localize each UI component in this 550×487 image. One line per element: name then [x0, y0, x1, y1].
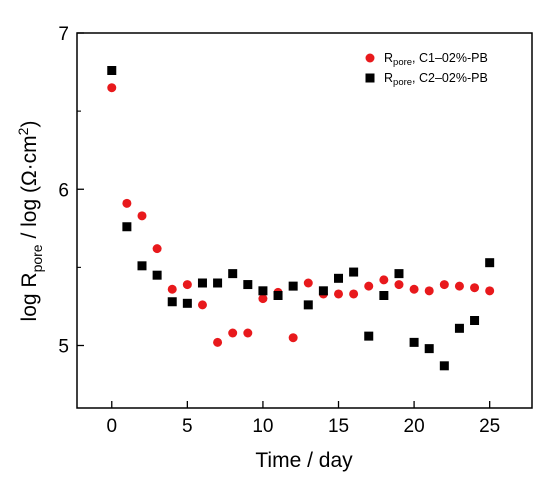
legend-label-c1: Rpore, C1–02%-PB — [384, 51, 488, 68]
x-tick-label: 5 — [182, 416, 193, 437]
x-tick-label: 15 — [328, 416, 349, 437]
data-points — [107, 66, 495, 371]
point-c1 — [228, 328, 238, 338]
point-c1 — [303, 278, 313, 288]
point-c1 — [213, 337, 223, 347]
point-c1 — [258, 294, 268, 304]
x-tick-label: 0 — [106, 416, 117, 437]
point-c2 — [182, 298, 192, 308]
point-c2 — [273, 291, 283, 300]
x-tick-label: 10 — [252, 416, 273, 437]
point-c1 — [454, 281, 464, 291]
point-c2 — [122, 222, 132, 232]
point-c2 — [228, 269, 238, 279]
point-c2 — [394, 269, 404, 279]
y-axis-label-end: ) — [18, 121, 41, 128]
point-c2 — [409, 337, 419, 347]
x-tick-label: 20 — [404, 416, 425, 437]
point-c2 — [454, 323, 464, 333]
point-c2 — [243, 280, 253, 290]
point-c1 — [409, 284, 419, 294]
legend-label-c2: Rpore, C2–02%-PB — [384, 71, 488, 88]
point-c1 — [470, 283, 480, 293]
point-c2 — [213, 278, 223, 288]
point-c1 — [243, 328, 253, 338]
y-axis-label-rest: / log (Ω·cm — [18, 135, 41, 244]
y-axis-label-main: log R — [18, 272, 41, 321]
point-c2 — [318, 286, 328, 296]
plot-frame — [76, 32, 533, 409]
point-c2 — [364, 331, 374, 341]
legend-marker-c1 — [365, 53, 375, 63]
point-c1 — [182, 280, 192, 290]
point-c1 — [152, 244, 162, 254]
point-c2 — [485, 258, 495, 268]
point-c2 — [470, 316, 480, 325]
point-c2 — [349, 267, 359, 277]
point-c1 — [288, 333, 298, 343]
tick-marks — [77, 32, 491, 408]
point-c2 — [137, 261, 147, 271]
point-c1 — [334, 289, 344, 299]
point-c1 — [439, 280, 449, 290]
x-axis-label: Time / day — [255, 449, 353, 472]
point-c1 — [424, 286, 434, 296]
point-c2 — [152, 270, 162, 280]
point-c2 — [439, 361, 449, 371]
tick-labels: 0 5 10 15 20 25 5 6 7 — [58, 24, 500, 437]
point-c2 — [303, 300, 313, 310]
y-tick-label: 6 — [58, 180, 69, 201]
legend: Rpore, C1–02%-PB Rpore, C2–02%-PB — [365, 51, 488, 88]
point-c1 — [107, 83, 117, 93]
point-c2 — [167, 297, 177, 307]
point-c1 — [137, 211, 147, 221]
point-c1 — [167, 284, 177, 294]
y-tick-label: 7 — [58, 24, 69, 45]
point-c1 — [122, 198, 132, 208]
y-axis-label-sup: 2 — [15, 127, 31, 135]
legend-marker-c2 — [365, 73, 375, 83]
point-c2 — [379, 291, 389, 300]
point-c2 — [107, 66, 117, 75]
point-c2 — [197, 278, 207, 288]
point-c1 — [349, 289, 359, 299]
point-c2 — [288, 281, 298, 291]
x-tick-label: 25 — [479, 416, 500, 437]
y-axis-label-sub: pore — [29, 244, 45, 272]
point-c1 — [364, 281, 374, 291]
point-c1 — [394, 280, 404, 290]
point-c2 — [424, 344, 434, 354]
point-c1 — [197, 300, 207, 310]
point-c1 — [379, 275, 389, 285]
y-tick-label: 5 — [58, 337, 69, 358]
y-axis-label: log Rpore / log (Ω·cm2) — [15, 121, 45, 322]
point-c1 — [485, 286, 495, 296]
point-c2 — [334, 273, 344, 283]
point-c2 — [258, 286, 268, 296]
